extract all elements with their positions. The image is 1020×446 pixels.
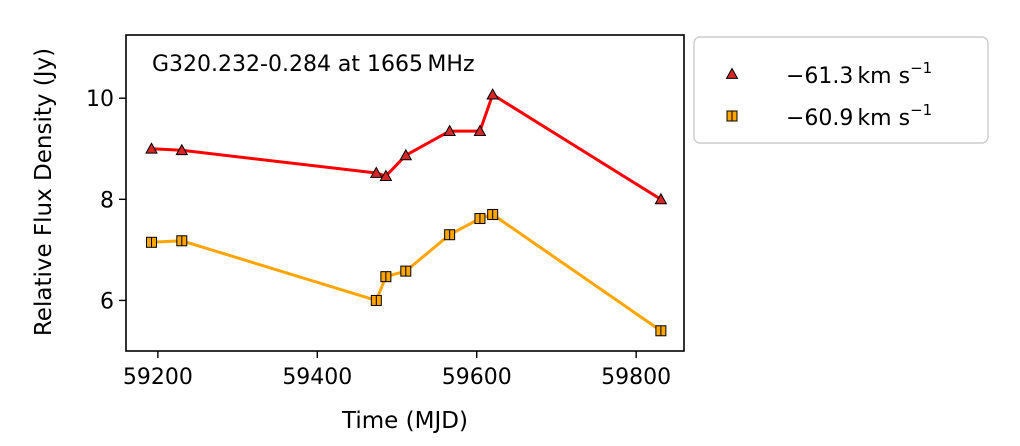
data-point (379, 169, 393, 181)
legend-value: −61.3 (786, 64, 853, 89)
data-point (654, 192, 668, 205)
legend: −61.3 km s−1−60.9 km s−1 (693, 36, 989, 144)
x-tick-label: 59200 (123, 365, 193, 390)
legend-item: −60.9 km s−1 (726, 101, 932, 131)
legend-unit-exponent: −1 (910, 59, 932, 77)
data-point (176, 235, 188, 247)
data-point (443, 124, 456, 136)
y-tick-label: 10 (86, 87, 114, 112)
y-axis-ticks: 6 8 10 (86, 87, 126, 314)
legend-unit: km s (857, 106, 910, 131)
legend-marker (725, 67, 739, 79)
legend-value: −60.9 (786, 106, 853, 131)
legend-unit: km s (857, 64, 910, 89)
legend-item: −61.3 km s−1 (725, 59, 932, 89)
x-tick-label: 59400 (282, 365, 352, 390)
plot-area (125, 34, 685, 352)
x-axis-ticks: 59200 59400 59600 59800 (123, 351, 671, 390)
data-point (175, 143, 189, 156)
legend-frame (693, 36, 989, 144)
plot-frame (125, 34, 685, 352)
data-point (380, 271, 392, 283)
y-tick-label: 6 (100, 289, 114, 314)
data-point (399, 148, 413, 161)
data-point (145, 142, 158, 154)
data-point (370, 294, 382, 306)
x-tick-label: 59800 (601, 365, 671, 390)
legend-unit-exponent: −1 (910, 101, 932, 119)
x-tick-label: 59600 (442, 365, 512, 390)
legend-label: −61.3 km s−1 (786, 59, 932, 89)
legend-marker (726, 110, 738, 122)
chart-annotation: G320.232-0.284 at 1665 MHz (152, 52, 475, 77)
data-point (369, 166, 383, 178)
data-point (487, 208, 499, 220)
data-point (473, 124, 487, 136)
x-axis-label: Time (MJD) (341, 408, 468, 434)
legend-label: −60.9 km s−1 (786, 101, 932, 131)
y-axis-label: Relative Flux Density (Jy) (31, 48, 57, 336)
data-point (655, 325, 667, 337)
data-point (486, 88, 500, 100)
data-point (146, 236, 158, 248)
data-point (444, 229, 456, 241)
series-1 (145, 88, 668, 205)
data-point (474, 213, 486, 225)
series-layer (145, 88, 668, 337)
series-2 (146, 208, 667, 337)
data-point (400, 265, 412, 277)
y-tick-label: 8 (100, 188, 114, 213)
